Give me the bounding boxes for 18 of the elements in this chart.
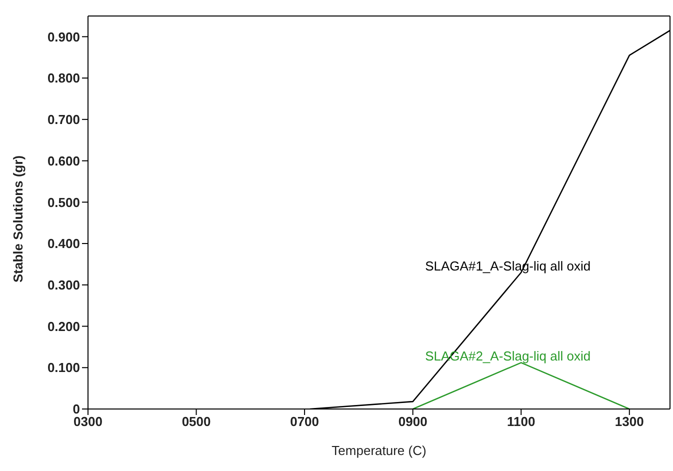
y-axis-title: Stable Solutions (gr) bbox=[10, 155, 26, 282]
y-tick-label: 0.700 bbox=[47, 112, 80, 128]
y-tick-label: 0.300 bbox=[47, 278, 80, 293]
x-axis-title: Temperature (C) bbox=[332, 443, 426, 458]
x-tick-label: 0300 bbox=[74, 414, 102, 430]
y-tick-label: 0.800 bbox=[47, 70, 80, 86]
x-tick-label: 0700 bbox=[290, 414, 320, 430]
y-tick-label: 0.600 bbox=[47, 153, 80, 168]
x-tick-label: 0500 bbox=[182, 414, 211, 430]
x-tick-label: 0900 bbox=[398, 414, 428, 430]
y-tick-label: 0.200 bbox=[47, 318, 80, 334]
y-tick-label: 0.400 bbox=[47, 236, 80, 252]
x-tick-label: 1300 bbox=[614, 414, 644, 430]
y-tick-label: 0.100 bbox=[47, 360, 80, 376]
y-tick-label: 0.500 bbox=[47, 194, 80, 210]
y-tick-label: 0.900 bbox=[47, 29, 80, 44]
y-tick-label: 0 bbox=[72, 402, 80, 417]
x-tick-label: 1100 bbox=[507, 414, 536, 430]
